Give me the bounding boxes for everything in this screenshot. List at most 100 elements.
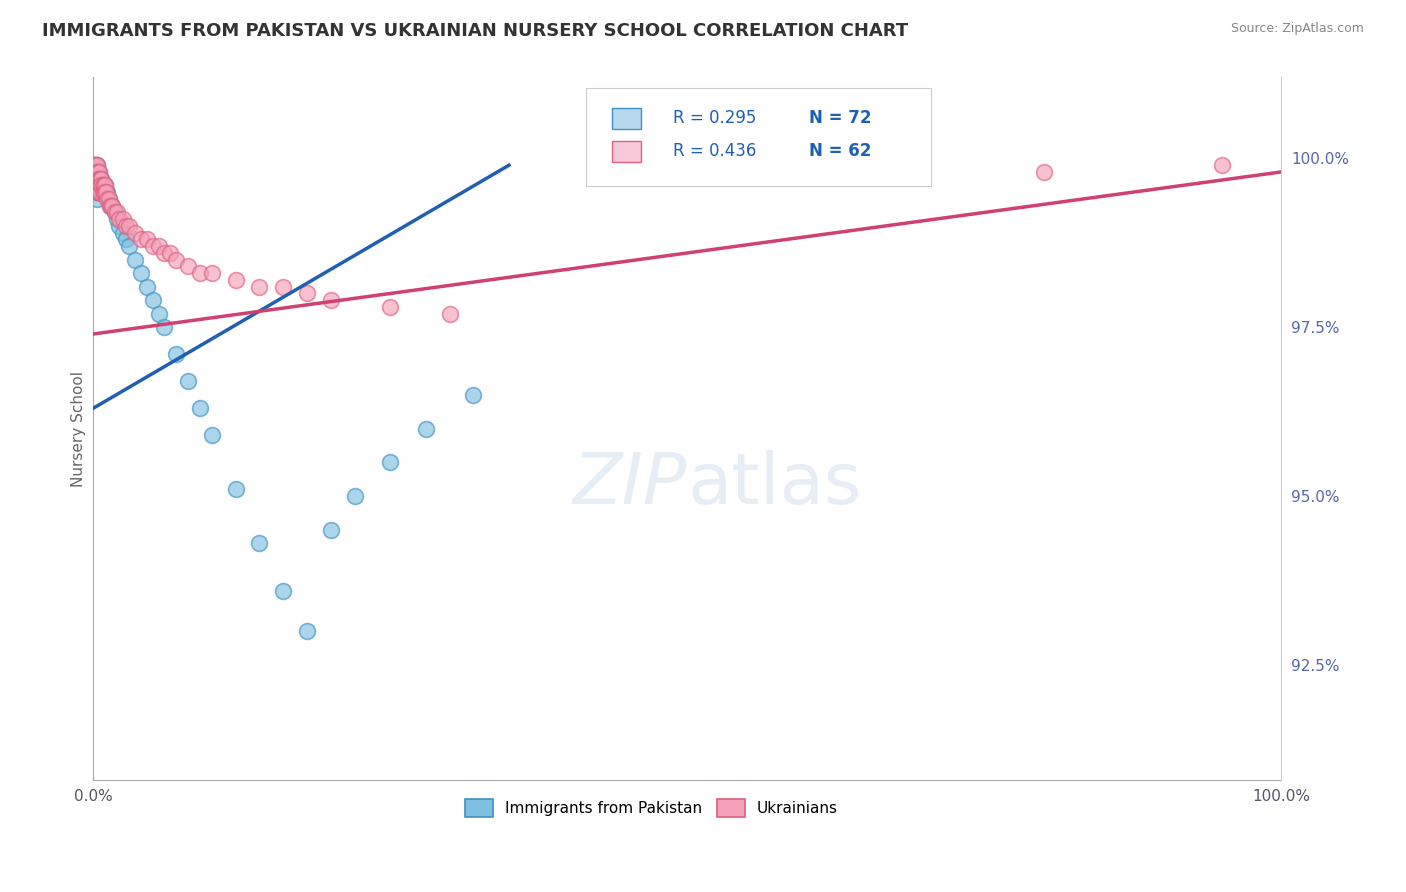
Point <box>84 178 107 193</box>
Point <box>87 165 110 179</box>
Point <box>90 178 112 193</box>
Point <box>86 178 108 193</box>
Point <box>108 219 131 233</box>
Point <box>83 171 105 186</box>
Point <box>177 374 200 388</box>
Point <box>87 178 110 193</box>
Point <box>89 171 111 186</box>
Point <box>153 246 176 260</box>
Point <box>86 165 108 179</box>
Point <box>111 226 134 240</box>
Point <box>98 199 121 213</box>
Point <box>84 185 107 199</box>
Point <box>87 178 110 193</box>
Point <box>249 279 271 293</box>
Point <box>463 388 485 402</box>
Text: IMMIGRANTS FROM PAKISTAN VS UKRAINIAN NURSERY SCHOOL CORRELATION CHART: IMMIGRANTS FROM PAKISTAN VS UKRAINIAN NU… <box>42 22 908 40</box>
Point <box>271 279 294 293</box>
Point <box>98 199 121 213</box>
Point <box>93 185 115 199</box>
Point <box>124 252 146 267</box>
Text: atlas: atlas <box>688 450 862 519</box>
Point <box>101 199 124 213</box>
Text: R = 0.436: R = 0.436 <box>673 142 756 161</box>
Point <box>89 178 111 193</box>
Point <box>84 165 107 179</box>
Point <box>97 192 120 206</box>
Point <box>86 171 108 186</box>
Point <box>84 171 107 186</box>
Point <box>1032 165 1054 179</box>
Point <box>94 185 117 199</box>
Point <box>89 171 111 186</box>
Point <box>93 178 115 193</box>
FancyBboxPatch shape <box>612 108 641 128</box>
Point <box>96 185 118 199</box>
Point <box>177 260 200 274</box>
Point <box>415 421 437 435</box>
Point <box>118 219 141 233</box>
Point <box>89 171 111 186</box>
Point <box>97 192 120 206</box>
Point <box>115 232 138 246</box>
Point <box>86 158 108 172</box>
Point <box>165 347 187 361</box>
Point <box>86 171 108 186</box>
Point <box>87 171 110 186</box>
Point <box>84 171 107 186</box>
Point <box>101 199 124 213</box>
Point <box>84 165 107 179</box>
Point <box>111 212 134 227</box>
Point <box>148 239 170 253</box>
Point <box>93 178 115 193</box>
Point <box>135 279 157 293</box>
Point <box>86 165 108 179</box>
Point <box>83 158 105 172</box>
Point <box>201 428 224 442</box>
Text: Source: ZipAtlas.com: Source: ZipAtlas.com <box>1230 22 1364 36</box>
Point <box>89 185 111 199</box>
Point <box>129 232 152 246</box>
Point <box>89 178 111 193</box>
Point <box>89 171 111 186</box>
Point <box>91 178 114 193</box>
Point <box>148 307 170 321</box>
Point <box>249 536 271 550</box>
Point <box>378 455 401 469</box>
Point <box>86 171 108 186</box>
Point <box>142 239 165 253</box>
Point <box>439 307 461 321</box>
Point <box>86 192 108 206</box>
Point <box>103 205 125 219</box>
Text: N = 62: N = 62 <box>810 142 872 161</box>
Point <box>87 165 110 179</box>
Point <box>96 185 118 199</box>
Point <box>83 158 105 172</box>
Point <box>90 171 112 186</box>
Point <box>129 266 152 280</box>
Point <box>83 165 105 179</box>
Text: R = 0.295: R = 0.295 <box>673 109 756 128</box>
Point <box>89 185 111 199</box>
Point <box>105 212 128 227</box>
Point <box>86 165 108 179</box>
Point <box>86 178 108 193</box>
Point <box>89 178 111 193</box>
FancyBboxPatch shape <box>586 88 931 186</box>
Point <box>159 246 181 260</box>
Point <box>319 293 342 308</box>
Text: ZIP: ZIP <box>572 450 688 519</box>
Point <box>90 185 112 199</box>
Point <box>142 293 165 308</box>
Point <box>188 401 211 416</box>
FancyBboxPatch shape <box>612 141 641 161</box>
Point <box>124 226 146 240</box>
Point <box>83 165 105 179</box>
Point <box>84 158 107 172</box>
Point <box>91 185 114 199</box>
Point <box>295 624 318 638</box>
Point <box>100 199 122 213</box>
Y-axis label: Nursery School: Nursery School <box>72 370 86 486</box>
Point <box>90 171 112 186</box>
Point <box>87 165 110 179</box>
